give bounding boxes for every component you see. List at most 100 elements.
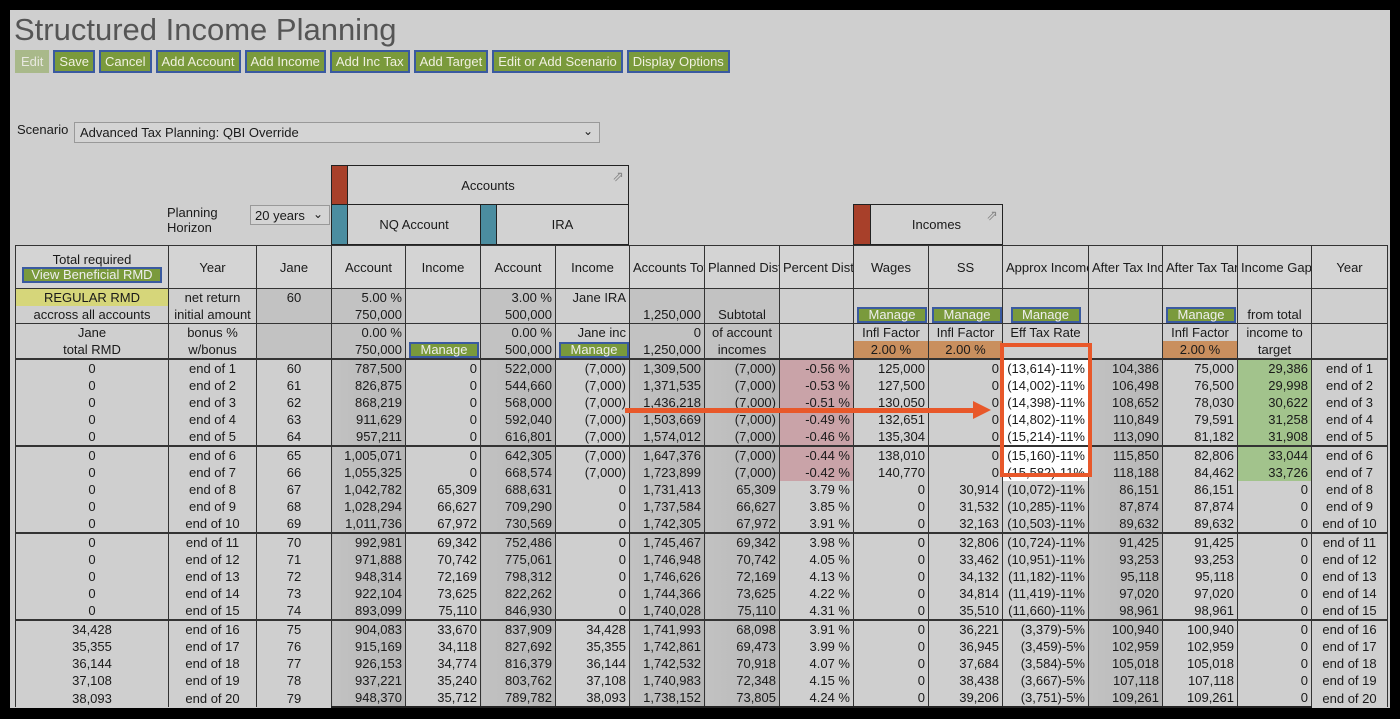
- cancel-button[interactable]: Cancel: [99, 50, 152, 73]
- table-cell: (11,660)-11%: [1002, 602, 1089, 620]
- table-cell: 0: [853, 585, 929, 602]
- table-cell: 787,500: [331, 358, 406, 377]
- table-cell: 0: [15, 394, 169, 411]
- total-cell: [1312, 707, 1388, 708]
- accounts-group-header: Accounts ⇗: [347, 165, 629, 205]
- manage-button[interactable]: Manage: [1010, 306, 1081, 323]
- collapse-icon[interactable]: ⇗: [986, 207, 998, 223]
- table-cell: 0: [928, 411, 1003, 428]
- total-cell: 1,822,302: [1162, 706, 1238, 708]
- total-cell: [779, 706, 854, 708]
- table-cell: 0: [928, 428, 1003, 446]
- table-cell: 39,206: [928, 689, 1003, 707]
- table-cell: 62: [256, 394, 332, 411]
- manage-button[interactable]: Manage: [1166, 306, 1236, 323]
- table-cell: 0: [1237, 532, 1312, 551]
- add-inc-tax-button[interactable]: Add Inc Tax: [329, 50, 410, 73]
- table-cell: 35,240: [405, 672, 481, 689]
- setup-cell: Manage: [928, 306, 1003, 324]
- total-cell: 929,285: [853, 706, 929, 708]
- table-cell: end of 9: [168, 498, 257, 515]
- table-cell: 70,918: [704, 655, 780, 672]
- incomes-color-tab: [853, 204, 871, 245]
- scenario-select[interactable]: Advanced Tax Planning: QBI Override ⌄: [74, 122, 600, 143]
- add-income-button[interactable]: Add Income: [244, 50, 326, 73]
- table-cell: 132,651: [853, 411, 929, 428]
- collapse-icon[interactable]: ⇗: [612, 168, 624, 184]
- table-cell: 668,574: [480, 464, 556, 481]
- table-cell: 1,746,626: [629, 568, 705, 585]
- table-cell: 34,428: [15, 619, 169, 638]
- planning-table: Total required View Beneficial RMD Year Ja…: [15, 245, 1388, 708]
- table-cell: 73: [256, 585, 332, 602]
- table-row: 0 end of 1 60 787,500 0 522,000 (7,000) 1,309,5…: [15, 358, 1388, 377]
- table-cell: end of 4: [168, 411, 257, 428]
- table-cell: 125,000: [853, 358, 929, 377]
- table-cell: 4.31 %: [779, 602, 854, 620]
- table-cell: 38,438: [928, 672, 1003, 689]
- table-cell: 102,959: [1088, 638, 1163, 655]
- table-row: 0 end of 2 61 826,875 0 544,660 (7,000) 1,371,5…: [15, 377, 1388, 394]
- table-cell: 30,914: [928, 481, 1003, 498]
- edit-button[interactable]: Edit: [15, 50, 50, 73]
- manage-button[interactable]: Manage: [857, 306, 927, 323]
- planning-horizon-select[interactable]: 20 years ⌄: [250, 205, 330, 225]
- setup-cell: [1311, 306, 1388, 324]
- table-cell: 0: [853, 532, 929, 551]
- table-cell: (7,000): [555, 428, 630, 446]
- column-header: Account: [480, 245, 556, 289]
- total-cell: 866,540: [704, 706, 780, 708]
- table-cell: (14,802)-11%: [1002, 411, 1089, 428]
- table-cell: 1,309,500: [629, 358, 705, 377]
- table-cell: 81,182: [1162, 428, 1238, 446]
- setup-cell: [779, 323, 854, 341]
- table-cell: 60: [256, 358, 332, 377]
- display-options-button[interactable]: Display Options: [626, 50, 730, 73]
- table-cell: 0: [928, 464, 1003, 481]
- table-cell: 97,020: [1088, 585, 1163, 602]
- table-cell: 0: [928, 377, 1003, 394]
- table-cell: 0: [405, 394, 481, 411]
- table-cell: 1,028,294: [331, 498, 406, 515]
- table-cell: 0: [15, 358, 169, 377]
- table-cell: 922,104: [331, 585, 406, 602]
- add-target-button[interactable]: Add Target: [413, 50, 489, 73]
- manage-button[interactable]: Manage: [932, 306, 1002, 323]
- setup-cell: 500,000: [480, 306, 556, 324]
- horizon-value: 20 years: [255, 208, 305, 223]
- table-cell: (7,000): [555, 358, 630, 377]
- accounts-label: Accounts: [461, 177, 515, 193]
- table-cell: 0: [405, 411, 481, 428]
- table-cell: 0: [15, 568, 169, 585]
- table-cell: 3.91 %: [779, 515, 854, 533]
- total-cell: [480, 706, 556, 708]
- table-cell: 108,652: [1088, 394, 1163, 411]
- scenario-value: Advanced Tax Planning: QBI Override: [80, 125, 299, 140]
- table-cell: end of 3: [1311, 394, 1388, 411]
- table-cell: 0: [1237, 481, 1312, 498]
- table-cell: end of 11: [1311, 532, 1388, 551]
- setup-cell: Eff Tax Rate: [1002, 323, 1089, 341]
- table-cell: (10,951)-11%: [1002, 551, 1089, 568]
- setup-cell: w/bonus: [168, 341, 257, 359]
- table-cell: -0.44 %: [779, 445, 854, 464]
- table-cell: end of 18: [168, 655, 257, 672]
- column-header: Income: [555, 245, 630, 289]
- manage-button[interactable]: Manage: [559, 341, 629, 358]
- total-cell: [629, 706, 705, 708]
- table-cell: 37,108: [555, 672, 630, 689]
- table-cell: (3,584)-5%: [1002, 655, 1089, 672]
- setup-cell: income to: [1237, 323, 1312, 341]
- edit-add-scenario-button[interactable]: Edit or Add Scenario: [492, 50, 623, 73]
- table-cell: 0: [15, 428, 169, 446]
- table-cell: 688,631: [480, 481, 556, 498]
- add-account-button[interactable]: Add Account: [155, 50, 241, 73]
- manage-button[interactable]: Manage: [409, 341, 479, 358]
- total-cell: [16, 707, 169, 708]
- table-cell: 752,486: [480, 532, 556, 551]
- view-beneficial-rmd-button[interactable]: View Beneficial RMD: [22, 266, 162, 283]
- table-cell: 1,740,983: [629, 672, 705, 689]
- save-button[interactable]: Save: [53, 50, 96, 73]
- table-cell: 70,742: [405, 551, 481, 568]
- table-cell: 115,850: [1088, 445, 1163, 464]
